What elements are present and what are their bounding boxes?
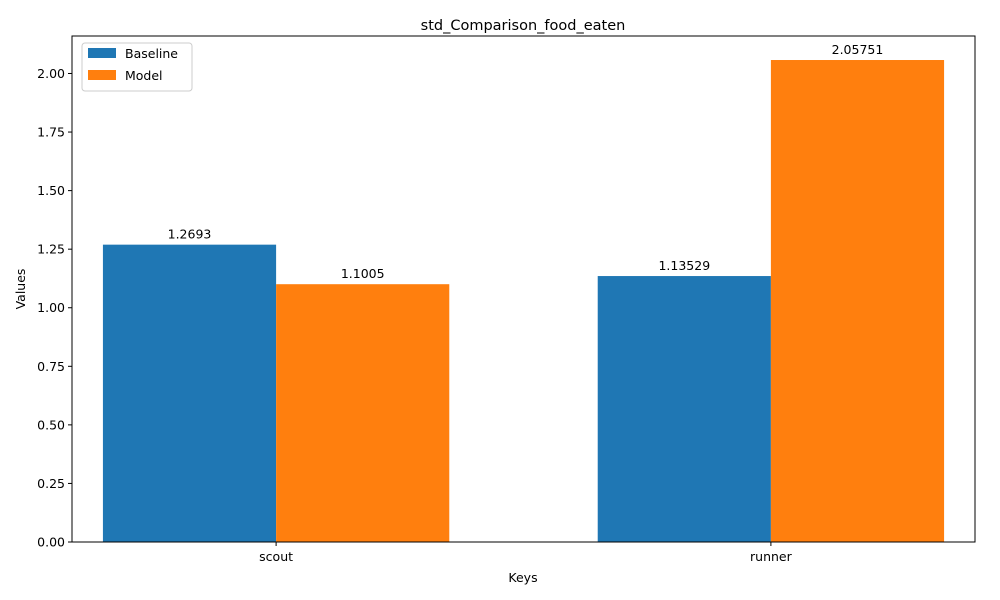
bar-model-runner [770,60,945,543]
y-tick-label: 1.50 [37,183,65,198]
bar-model-scout [276,284,450,542]
y-tick-label: 1.75 [37,125,65,140]
y-tick-label: 1.00 [37,300,65,315]
bar-baseline-scout [102,244,277,542]
y-axis-label: Values [13,269,28,310]
bar-baseline-runner [597,276,771,542]
data-label-baseline-runner: 1.13529 [658,258,710,273]
chart-title: std_Comparison_food_eaten [421,18,626,34]
x-axis: scout runner [259,542,793,564]
y-tick-label: 2.00 [37,66,65,81]
data-label-model-runner: 2.05751 [832,42,884,57]
y-tick-label: 1.25 [37,242,65,257]
legend: Baseline Model [81,42,193,92]
y-tick-label: 0.75 [37,359,65,374]
bars-layer [102,60,945,543]
x-tick-label-runner: runner [750,549,793,564]
plot-frame [71,35,976,543]
y-axis: 0.00 0.25 0.50 0.75 1.00 1.25 1.50 1.75 2.00 [37,66,72,550]
x-tick-label-scout: scout [259,549,293,564]
data-label-model-scout: 1.1005 [341,266,385,281]
data-labels-layer: 1.2693 1.13529 1.1005 2.05751 [168,42,884,281]
legend-label-model: Model [125,68,163,83]
legend-swatch-baseline [88,48,116,58]
y-tick-label: 0.00 [37,535,65,550]
x-axis-label: Keys [508,570,537,585]
data-label-baseline-scout: 1.2693 [168,227,212,242]
legend-swatch-model [88,70,116,80]
y-tick-label: 0.50 [37,417,65,432]
legend-label-baseline: Baseline [125,46,178,61]
y-tick-label: 0.25 [37,476,65,491]
